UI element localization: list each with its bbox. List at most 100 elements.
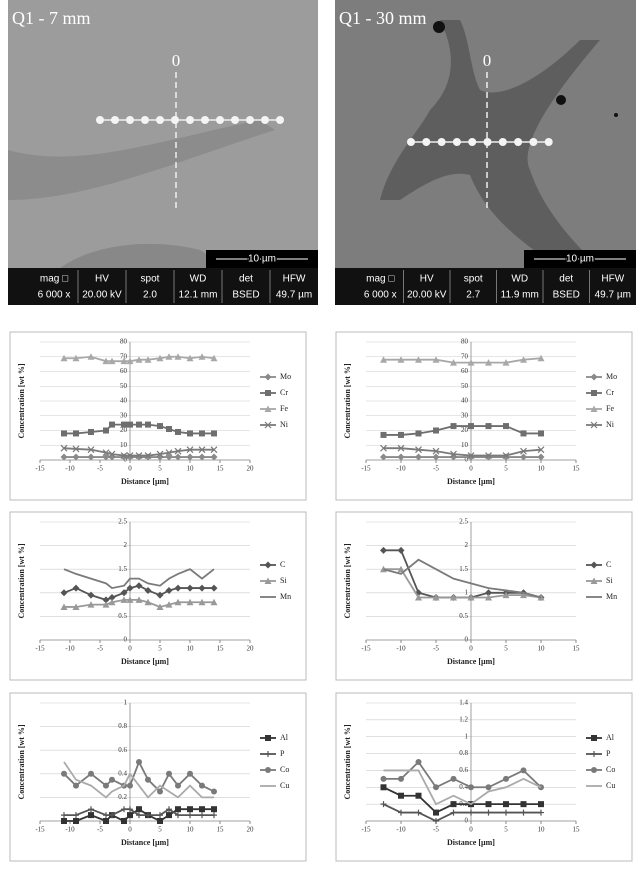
marker	[450, 801, 457, 808]
legend-label: Mo	[606, 372, 617, 381]
marker	[415, 430, 422, 437]
marker	[432, 453, 440, 461]
marker	[485, 589, 492, 597]
marker	[174, 598, 182, 606]
x-tick-label: 5	[504, 826, 508, 834]
y-tick-label: 1	[124, 699, 128, 707]
marker	[380, 453, 387, 461]
marker	[520, 801, 527, 808]
info-header: det	[239, 274, 253, 285]
info-value: 49.7 µm	[276, 290, 312, 301]
x-tick-label: -10	[65, 465, 75, 473]
profile-point	[498, 138, 507, 146]
marker	[111, 587, 114, 590]
legend-label: Mo	[280, 372, 291, 381]
x-axis-label: Distance [µm]	[447, 657, 495, 666]
marker	[156, 450, 164, 458]
marker	[87, 601, 95, 608]
marker	[60, 603, 68, 610]
marker	[467, 359, 475, 366]
marker	[398, 775, 404, 782]
info-value: 20.00 kV	[407, 290, 447, 301]
marker	[90, 577, 93, 580]
profile-point	[483, 138, 492, 146]
y-tick-label: 0.6	[118, 746, 127, 754]
info-value: 6 000 x	[364, 290, 397, 301]
y-tick-label: 50	[120, 382, 128, 390]
marker	[72, 584, 80, 592]
marker	[211, 806, 217, 813]
marker	[264, 405, 272, 412]
marker	[175, 806, 181, 813]
marker	[121, 806, 127, 813]
marker	[505, 589, 508, 592]
legend-label: Co	[606, 765, 615, 774]
marker	[186, 446, 194, 454]
x-tick-label: -15	[361, 465, 371, 473]
marker	[590, 421, 598, 429]
y-tick-label: 20	[120, 426, 128, 434]
info-value: 6 000 x	[38, 290, 71, 301]
marker	[452, 577, 455, 580]
profile-point	[111, 116, 119, 124]
marker	[485, 452, 492, 459]
marker	[75, 572, 78, 575]
x-tick-label: 15	[573, 465, 581, 473]
y-axis-label: Concentration [wt %]	[17, 363, 26, 438]
chart-frame	[9, 692, 307, 862]
marker	[177, 796, 180, 799]
legend-label: Ni	[280, 420, 289, 429]
y-tick-label: 0.5	[118, 612, 127, 620]
marker	[87, 453, 95, 461]
legend-label: C	[606, 560, 611, 569]
x-tick-label: -15	[361, 826, 371, 834]
marker	[108, 594, 116, 602]
marker	[210, 584, 218, 592]
marker	[468, 784, 474, 791]
marker	[88, 806, 94, 813]
marker	[136, 812, 142, 819]
x-tick-label: 20	[247, 645, 255, 653]
marker	[380, 801, 387, 808]
y-axis-label: Concentration [wt %]	[17, 724, 26, 799]
marker	[415, 809, 422, 816]
info-value: 2.7	[466, 290, 480, 301]
profile-point	[231, 116, 239, 124]
info-header: WD	[511, 274, 528, 285]
marker	[135, 356, 143, 363]
marker	[135, 582, 143, 590]
marker	[177, 572, 180, 575]
info-header: spot	[141, 274, 160, 285]
marker	[450, 359, 457, 366]
y-tick-label: 0.2	[118, 793, 127, 801]
marker	[189, 568, 192, 571]
marker	[213, 796, 216, 799]
marker	[166, 426, 172, 433]
marker	[165, 601, 173, 608]
y-tick-label: 80	[120, 338, 128, 346]
marker	[502, 591, 510, 599]
marker	[435, 568, 438, 571]
x-tick-label: 10	[187, 465, 195, 473]
profile-point	[216, 116, 224, 124]
marker	[503, 801, 509, 808]
marker	[198, 353, 206, 360]
x-axis-label: Distance [µm]	[121, 477, 169, 486]
marker	[120, 357, 128, 365]
marker	[591, 767, 597, 773]
x-axis-label: Distance [µm]	[121, 838, 169, 847]
chart-frame	[335, 511, 633, 681]
marker	[520, 453, 527, 461]
marker	[175, 428, 181, 435]
profile-point	[246, 116, 254, 124]
phase-region	[60, 243, 230, 268]
marker	[210, 598, 218, 606]
marker	[520, 356, 527, 363]
marker	[201, 796, 204, 799]
x-tick-label: -15	[35, 465, 45, 473]
marker	[88, 770, 94, 777]
marker	[210, 354, 218, 362]
marker	[127, 806, 133, 813]
legend-label: P	[280, 749, 285, 758]
marker	[520, 767, 527, 774]
